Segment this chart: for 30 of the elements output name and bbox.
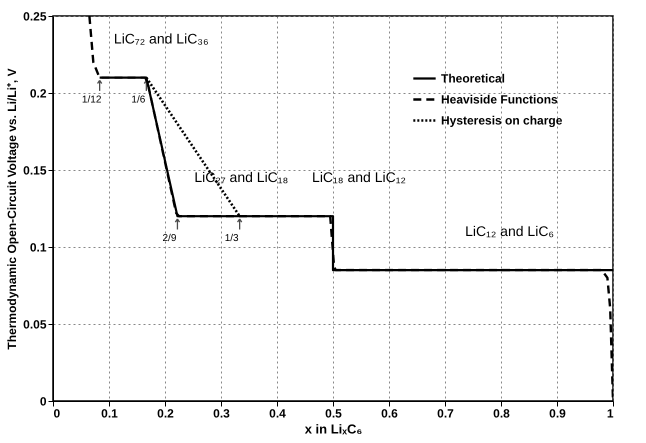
annotation: LiC₇₂ and LiC₃₆ [114,30,209,47]
x-axis-title: x in LiₓC₆ [304,422,362,436]
y-tick-label: 0.05 [23,318,47,332]
annotation: LiC₁₂ and LiC₆ [465,223,554,240]
x-tick-label: 0.8 [493,406,510,420]
x-tick-label: 0.2 [157,406,174,420]
x-tick-label: 0.6 [381,406,398,420]
x-tick-label: 1 [606,406,614,420]
x-tick-label: 0 [54,406,60,420]
y-tick-label: 0.25 [23,10,47,24]
x-tick-label: 0.7 [437,406,454,420]
annotation: 1/3 [224,233,240,244]
annotation: 1/6 [131,94,146,106]
y-tick-label: 0.1 [30,240,47,254]
x-tick-label: 0.3 [213,406,230,420]
legend-label: Hysteresis on charge [441,114,563,128]
x-tick-label: 0.9 [549,406,566,420]
legend-label: Heaviside Functions [441,92,558,106]
annotation: 1/12 [82,94,102,106]
x-tick-label: 0.5 [325,406,342,420]
y-tick-label: 0.15 [23,164,47,178]
x-tick-label: 0.4 [269,406,286,420]
y-axis-title: Thermodynamic Open-Circuit Voltage vs. Li/Li⁺, V [5,68,20,350]
y-tick-label: 0 [40,394,47,408]
annotation: LiC₂₇ and LiC₁₈ [194,169,288,186]
legend-label: Theoretical [441,72,506,86]
annotation: LiC₁₈ and LiC₁₂ [312,169,406,186]
annotation: 2/9 [162,233,177,244]
y-tick-label: 0.2 [30,86,47,100]
x-tick-label: 0.1 [101,406,118,420]
